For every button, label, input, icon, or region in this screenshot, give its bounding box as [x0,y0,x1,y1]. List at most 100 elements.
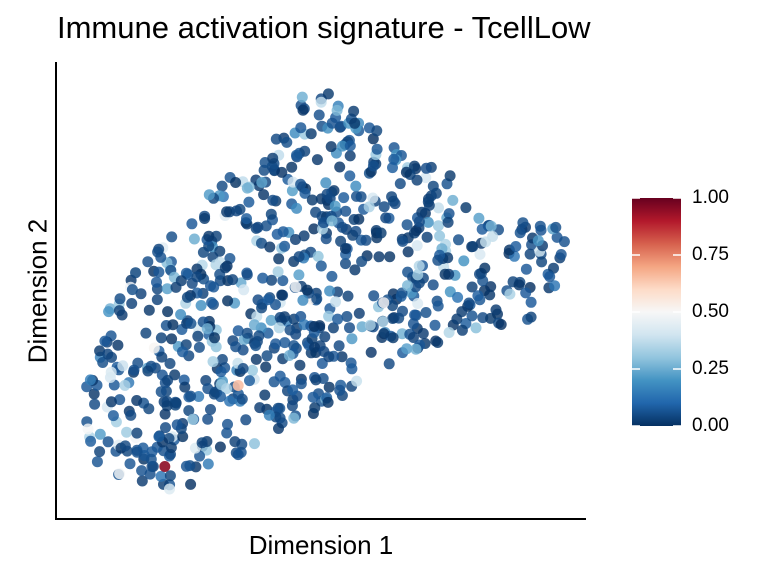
data-point [114,394,126,406]
data-point [295,378,307,390]
data-point [276,289,288,301]
data-point [191,271,203,283]
data-point [162,306,174,318]
data-point [121,426,133,438]
data-point [387,313,399,324]
data-point [326,270,338,282]
data-point [171,419,183,431]
data-point [290,281,302,293]
data-point [360,234,372,246]
data-point-highlight [159,461,171,472]
data-point [151,294,163,306]
data-point [323,310,335,322]
data-point [248,319,260,331]
data-point [114,293,126,305]
data-point [311,154,323,166]
data-point [319,331,331,343]
data-point [267,152,279,164]
data-point [548,262,559,274]
data-point [326,215,338,227]
data-point [316,358,328,369]
data-point [113,305,125,317]
data-point [520,287,532,299]
data-point [202,458,214,470]
data-point [430,187,442,199]
data-point [263,409,275,421]
data-point [344,140,356,152]
data-point [409,160,420,172]
data-point [199,213,211,224]
data-point [525,311,537,323]
data-point [421,231,433,243]
data-point [432,300,444,312]
data-point [265,208,277,220]
data-point [252,221,264,233]
data-point [97,357,109,368]
data-point [221,206,233,218]
data-point [128,364,140,376]
data-point [267,194,279,206]
data-point [305,128,317,140]
data-point [368,290,380,302]
data-point [550,221,562,233]
data-point [215,366,227,378]
data-point [367,192,379,204]
data-point [185,318,197,329]
data-point [130,267,142,279]
data-point [216,354,228,365]
data-point [232,325,244,337]
data-point [117,360,129,372]
data-point [291,149,302,161]
data-point [88,388,100,400]
data-point [514,227,526,239]
data-point [377,316,389,328]
data-point [410,225,422,237]
data-point [257,272,269,284]
data-point [344,322,355,334]
data-point [262,294,274,306]
data-point [208,388,220,400]
data-point [232,449,244,461]
data-point [346,333,358,345]
data-point [420,162,432,174]
data-point [517,217,529,229]
data-point [290,234,301,245]
data-point [253,330,265,342]
data-point [308,223,320,235]
data-point [413,260,425,272]
data-point [344,150,356,162]
data-point [301,284,313,296]
data-point [513,279,525,291]
data-point [143,403,155,415]
data-point [378,201,390,213]
data-point [153,266,165,278]
data-point [159,408,171,420]
data-point [250,353,262,365]
data-point [472,290,484,302]
data-point [136,465,148,477]
data-point [155,386,167,398]
data-point [295,122,307,134]
data-point [201,323,213,335]
data-point [520,263,532,275]
data-point [251,311,263,322]
data-point [112,339,124,351]
data-point [458,255,470,267]
data-point [332,313,344,325]
data-point [322,396,334,408]
data-point [82,423,94,435]
data-point [347,229,359,241]
data-point [162,374,174,386]
data-point [119,379,131,391]
data-point [205,280,216,292]
data-point [140,327,152,339]
data-point [331,104,343,116]
data-point [532,235,544,247]
data-point [544,271,556,283]
data-point [114,468,126,480]
data-point [221,427,233,439]
data-point [286,400,298,412]
data-point [386,191,398,203]
data-point [203,189,215,201]
